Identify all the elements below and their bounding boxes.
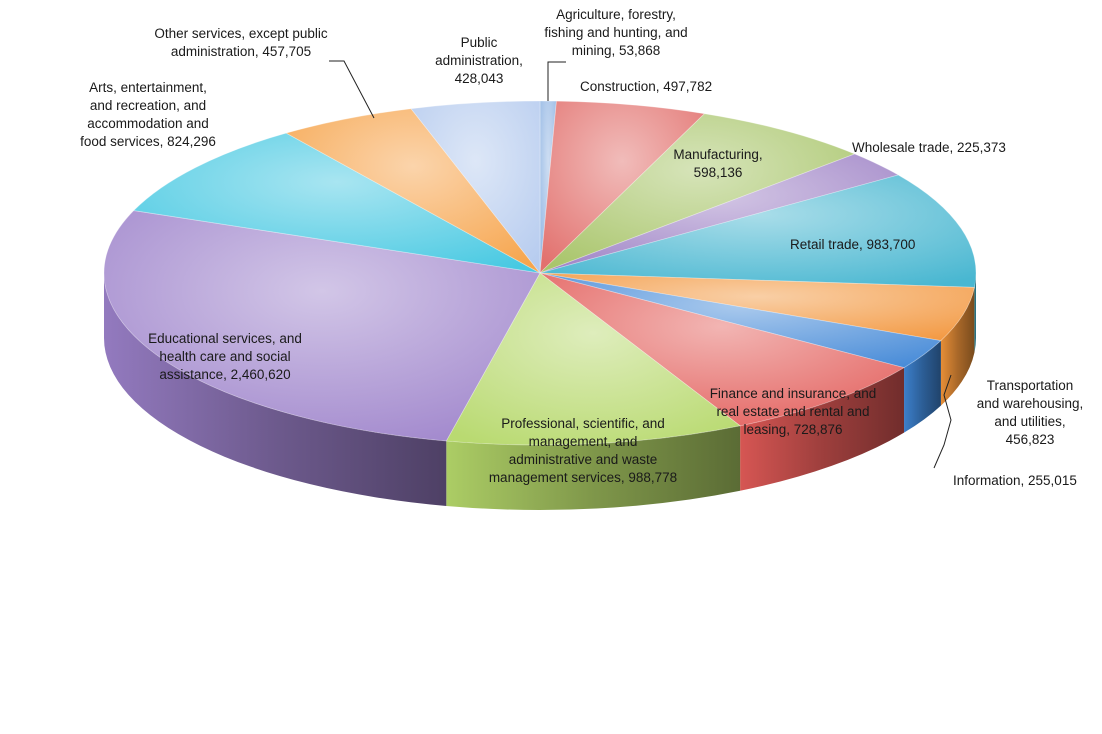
label-arts: Arts, entertainment, and recreation, and… xyxy=(80,80,216,149)
leader-line-agriculture xyxy=(547,61,566,101)
label-construction: Construction, 497,782 xyxy=(580,79,713,94)
label-information: Information, 255,015 xyxy=(953,473,1077,488)
pie-slice xyxy=(539,272,975,342)
pie-slice-side xyxy=(974,273,976,353)
pie-slice xyxy=(539,100,557,274)
pie-slice xyxy=(410,100,541,275)
pie-slice xyxy=(539,272,942,369)
label-finance: Finance and insurance, and real estate a… xyxy=(709,386,877,437)
pie-slice xyxy=(539,100,706,275)
pie-slice-side xyxy=(740,367,905,491)
pie-slice xyxy=(539,113,856,274)
pie-slice xyxy=(132,132,541,274)
pie-slice xyxy=(445,272,742,446)
label-other-services: Other services, except public administra… xyxy=(154,26,328,59)
pie-slice xyxy=(103,210,541,442)
pie-slice xyxy=(285,108,541,274)
label-educational: Educational services, and health care an… xyxy=(148,331,302,382)
pie-slice xyxy=(539,153,900,274)
pie-slice-side xyxy=(104,273,447,506)
leader-line-information xyxy=(933,374,952,469)
pie-slice-side xyxy=(940,287,975,406)
label-manufacturing: Manufacturing, 598,136 xyxy=(673,147,763,180)
pie-slice-side xyxy=(446,425,741,510)
leader-line-other-services xyxy=(329,60,375,119)
label-public-administration: Public administration, 428,043 xyxy=(435,35,523,86)
pie-slice xyxy=(539,272,906,427)
label-retail-trade: Retail trade, 983,700 xyxy=(790,237,916,252)
pie-slice-side xyxy=(904,340,941,433)
label-transportation: Transportation and warehousing, and util… xyxy=(976,378,1084,447)
pie-slice xyxy=(539,174,977,288)
label-wholesale-trade: Wholesale trade, 225,373 xyxy=(852,140,1006,155)
label-agriculture: Agriculture, forestry, fishing and hunti… xyxy=(544,7,688,58)
label-professional: Professional, scientific, and management… xyxy=(488,416,678,485)
